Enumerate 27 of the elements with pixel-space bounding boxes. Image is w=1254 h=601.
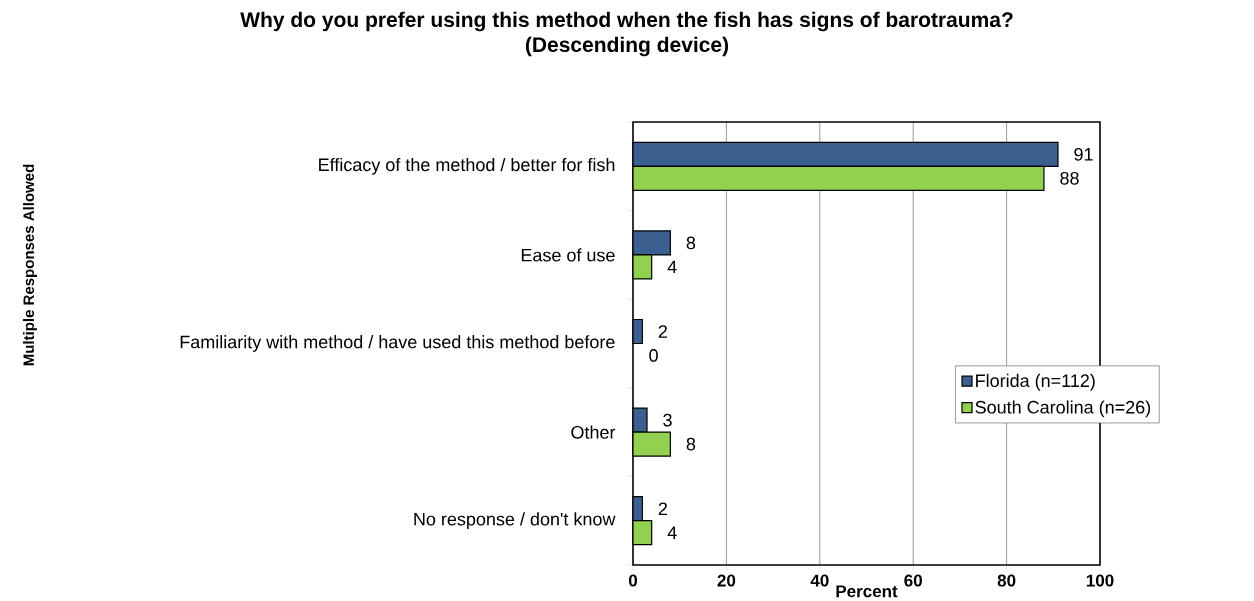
data-label: 91 bbox=[1074, 148, 1093, 161]
y-tick-label: Efficacy of the method / better for fish bbox=[319, 158, 615, 175]
chart-subtitle: (Descending device) bbox=[525, 36, 729, 57]
x-axis-title: Percent bbox=[836, 585, 898, 598]
data-label: 8 bbox=[686, 236, 696, 250]
data-label: 2 bbox=[658, 502, 667, 516]
y-tick-label: Ease of use bbox=[521, 248, 615, 262]
x-tick-label: 20 bbox=[717, 574, 736, 587]
legend-label: South Carolina (n=26) bbox=[975, 400, 1151, 418]
data-label: 4 bbox=[667, 526, 677, 540]
text: Multiple Responses Allowed bbox=[23, 164, 37, 366]
x-tick-label: 60 bbox=[904, 574, 922, 587]
data-label: 2 bbox=[658, 325, 667, 338]
x-tick-label: 40 bbox=[810, 574, 829, 587]
data-label: 0 bbox=[649, 349, 658, 363]
chart-title: Why do you prefer using this method when the fish has signs of barotrauma? bbox=[240, 11, 1013, 32]
y-tick-label: Familiarity with method / have used this method before bbox=[180, 335, 615, 353]
data-label: 4 bbox=[667, 260, 677, 274]
data-label: 3 bbox=[663, 413, 672, 427]
y-tick-label: Other bbox=[571, 425, 616, 439]
y-tick-label: No response / don't know bbox=[414, 512, 616, 530]
x-tick-label: 100 bbox=[1086, 574, 1114, 587]
legend-label: Florida (n=112) bbox=[976, 374, 1095, 391]
data-label: 8 bbox=[686, 437, 696, 451]
x-tick-label: 0 bbox=[628, 574, 638, 587]
data-label: 88 bbox=[1060, 172, 1079, 185]
x-tick-label: 80 bbox=[997, 574, 1016, 587]
